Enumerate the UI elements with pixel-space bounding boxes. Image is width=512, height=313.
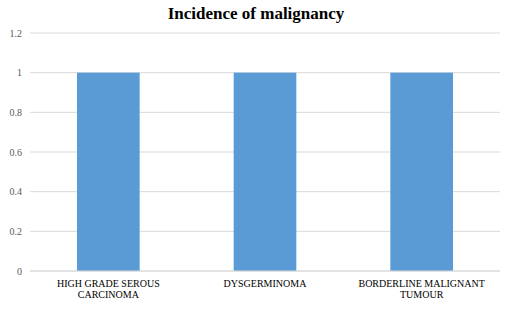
y-tick-label: 0.6 [10, 147, 23, 158]
x-tick-label-line: BORDERLINE MALIGNANT [358, 278, 484, 289]
chart: Incidence of malignancy 0 0.2 0.4 0.6 0.8 1 1.2… [0, 0, 512, 313]
title: Incidence of malignancy [168, 4, 345, 23]
bars [77, 73, 453, 271]
y-tick-label: 0.4 [10, 186, 23, 197]
bar [77, 73, 140, 271]
bar [390, 73, 453, 271]
y-tick-label: 0 [17, 266, 22, 277]
x-tick-label-line: CARCINOMA [78, 289, 140, 300]
x-axis-line [30, 271, 500, 272]
x-tick-label-line: DYSGERMINOMA [224, 278, 308, 289]
bar [234, 73, 297, 271]
y-tick-label: 0.8 [10, 107, 23, 118]
y-tick-label: 1.2 [10, 28, 23, 39]
y-tick-label: 1 [17, 67, 22, 78]
grid-line [30, 271, 500, 272]
y-tick-label: 0.2 [10, 226, 23, 237]
x-tick-label-line: TUMOUR [400, 289, 444, 300]
x-tick-label-line: HIGH GRADE SEROUS [57, 278, 160, 289]
x-tick-label: DYSGERMINOMA [224, 278, 308, 289]
x-tick-label: BORDERLINE MALIGNANTTUMOUR [358, 278, 484, 300]
grid-line [30, 33, 500, 34]
x-tick-label: HIGH GRADE SEROUSCARCINOMA [57, 278, 160, 300]
background [0, 0, 512, 313]
